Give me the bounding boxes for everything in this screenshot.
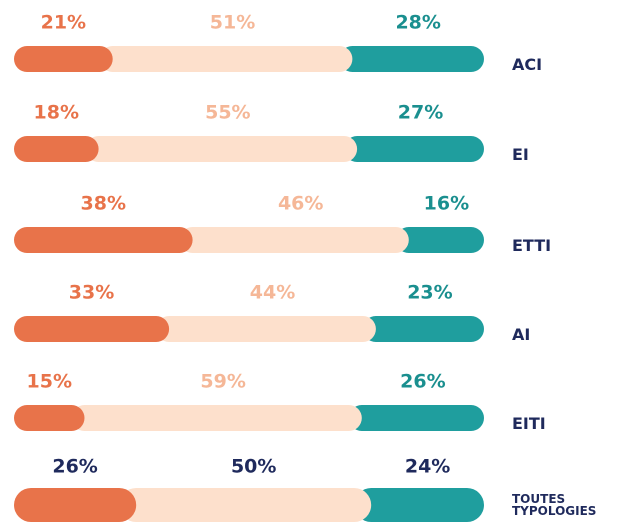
bar-segment bbox=[156, 316, 376, 342]
value-label: 38% bbox=[81, 193, 126, 215]
value-label: 28% bbox=[395, 12, 440, 34]
value-label: 15% bbox=[27, 371, 72, 393]
bar-segment bbox=[14, 316, 170, 342]
bar-segment bbox=[14, 46, 113, 72]
value-label: 44% bbox=[250, 282, 295, 304]
bar-segment bbox=[14, 405, 85, 431]
value-label: 16% bbox=[424, 193, 469, 215]
bar-segment bbox=[344, 136, 484, 162]
bar-segment bbox=[71, 405, 362, 431]
value-label: 26% bbox=[52, 456, 97, 478]
value-label: 23% bbox=[407, 282, 452, 304]
category-label: AI bbox=[512, 325, 531, 344]
bar-segment bbox=[85, 136, 358, 162]
value-label: 26% bbox=[400, 371, 445, 393]
bar-segment bbox=[179, 227, 409, 253]
bar-segment bbox=[354, 488, 484, 522]
bar-segment bbox=[14, 488, 137, 522]
value-label: 51% bbox=[210, 12, 255, 34]
bar-segment bbox=[99, 46, 353, 72]
category-label: TOUTES TYPOLOGIES bbox=[512, 492, 597, 518]
category-label: ETTI bbox=[512, 236, 552, 255]
value-label: 59% bbox=[200, 371, 245, 393]
value-label: 33% bbox=[69, 282, 114, 304]
value-label: 21% bbox=[41, 12, 86, 34]
bar-segment bbox=[119, 488, 372, 522]
value-label: 55% bbox=[205, 102, 250, 124]
value-label: 18% bbox=[34, 102, 79, 124]
value-label: 50% bbox=[231, 456, 276, 478]
value-label: 46% bbox=[278, 193, 323, 215]
bar-segment bbox=[395, 227, 484, 253]
bar-segment bbox=[14, 136, 99, 162]
value-label: 27% bbox=[398, 102, 443, 124]
category-label: EI bbox=[512, 145, 529, 164]
category-label: ACI bbox=[512, 55, 543, 74]
value-label: 24% bbox=[405, 456, 450, 478]
bar-segment bbox=[362, 316, 484, 342]
category-label: EITI bbox=[512, 414, 546, 433]
bar-segment bbox=[14, 227, 193, 253]
bar-segment bbox=[339, 46, 484, 72]
bar-segment bbox=[348, 405, 484, 431]
